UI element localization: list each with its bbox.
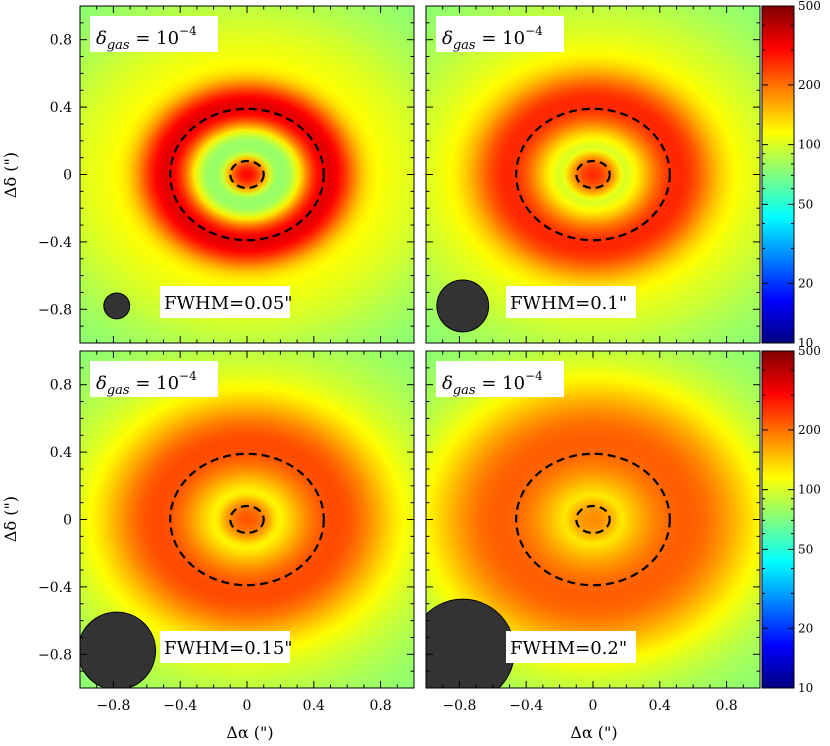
svg-text:FWHM=0.1": FWHM=0.1" [510, 293, 627, 314]
fwhm-label: FWHM=0.15" [160, 631, 293, 663]
y-tick-label: −0.8 [38, 647, 72, 663]
gas-annotation: δgas = 10−4 [90, 16, 218, 53]
x-tick-label: 0.8 [369, 698, 391, 714]
x-tick-label: −0.8 [96, 698, 130, 714]
y-axis-title-bottom: Δδ (") [1, 496, 20, 542]
inner-contour [229, 159, 265, 190]
y-tick-label: 0 [63, 513, 72, 529]
panel-4: δgas = 10−4 FWHM=0.2" [426, 351, 760, 688]
panel-1-axes: 0.8 0.4 0 −0.4 −0.8 [38, 5, 415, 344]
x-tick-label: 0.4 [303, 698, 325, 714]
panel-2: δgas = 10−4 FWHM=0.1" [426, 6, 760, 343]
colorbar-tick-label: 500 [798, 0, 821, 13]
panel-1: δgas = 10−4 FWHM=0.05" [80, 6, 414, 343]
svg-text:δgas = 10−4: δgas = 10−4 [96, 24, 197, 53]
outer-contour [169, 452, 325, 587]
inner-contour [229, 504, 265, 535]
colorbar-tick-label: 10 [798, 336, 813, 350]
colorbar-tick-label: 200 [798, 78, 821, 92]
panel-3-axes: 0.8 0.4 0 −0.4 −0.8 −0.8 −0.4 0 0.4 0.8 [38, 350, 415, 714]
colorbar-tick-label: 200 [798, 423, 821, 437]
panels-layer: δgas = 10−4 FWHM=0.05" δgas = 10−4 FWHM=0.1… [80, 6, 760, 688]
fwhm-label: FWHM=0.1" [506, 286, 636, 318]
y-axis-title-top: Δδ (") [1, 152, 20, 198]
fwhm-label: FWHM=0.05" [160, 286, 293, 318]
colorbar-2: 500 200 100 50 20 10 [761, 344, 821, 695]
svg-text:δgas = 10−4: δgas = 10−4 [442, 369, 543, 398]
beam-ellipse [103, 292, 131, 320]
fwhm-label: FWHM=0.2" [506, 631, 636, 663]
colorbar-tick-label: 100 [798, 138, 821, 152]
y-tick-label: 0.4 [50, 445, 72, 461]
outer-contour [169, 107, 325, 242]
colorbar-tick-label: 10 [798, 681, 813, 695]
beam-ellipse [436, 279, 490, 333]
x-tick-label: 0 [589, 698, 598, 714]
colorbar-tick-label: 500 [798, 344, 821, 358]
x-tick-label: 0.4 [649, 698, 671, 714]
y-tick-label: 0 [63, 168, 72, 184]
x-tick-label: 0.8 [715, 698, 737, 714]
colorbar-gradient [761, 350, 795, 689]
axes-layer: 0.80.40−0.4−0.80.80.40−0.4−0.8−0.8 −0.4 0 0… [38, 5, 761, 714]
outer-contour [515, 107, 671, 242]
x-tick-label: −0.4 [509, 698, 543, 714]
svg-text:FWHM=0.05": FWHM=0.05" [164, 293, 293, 314]
inner-contour [575, 504, 611, 535]
y-tick-label: 0.4 [50, 100, 72, 116]
svg-text:FWHM=0.2": FWHM=0.2" [510, 638, 627, 659]
colorbar-1: 500 200 100 50 20 10 [761, 0, 821, 350]
x-axis-title-left: Δα (") [226, 723, 273, 742]
colorbar-tick-label: 20 [798, 276, 813, 290]
outer-contour [515, 452, 671, 587]
colorbar-tick-label: 100 [798, 483, 821, 497]
panel-2-axes [425, 5, 761, 344]
y-tick-label: −0.4 [38, 580, 72, 596]
y-tick-label: −0.8 [38, 302, 72, 318]
inner-contour [575, 159, 611, 190]
svg-text:FWHM=0.15": FWHM=0.15" [164, 638, 293, 659]
panel-3: δgas = 10−4 FWHM=0.15" [80, 351, 414, 688]
beam-ellipse [80, 611, 157, 688]
colorbar-tick-label: 50 [798, 542, 813, 556]
x-tick-label: 0 [243, 698, 252, 714]
colorbar-tick-label: 20 [798, 621, 813, 635]
beam-ellipse [426, 598, 515, 688]
colorbar-gradient [761, 5, 795, 344]
x-tick-label: −0.4 [163, 698, 197, 714]
panel-4-axes: −0.8 −0.4 0 0.4 0.8 [425, 350, 761, 714]
svg-text:δgas = 10−4: δgas = 10−4 [442, 24, 543, 53]
gas-annotation: δgas = 10−4 [90, 361, 218, 398]
x-tick-label: −0.8 [442, 698, 476, 714]
y-tick-label: 0.8 [50, 378, 72, 394]
colorbar-tick-label: 50 [798, 197, 813, 211]
y-tick-label: 0.8 [50, 33, 72, 49]
gas-annotation: δgas = 10−4 [436, 361, 564, 398]
y-tick-label: −0.4 [38, 235, 72, 251]
svg-text:δgas = 10−4: δgas = 10−4 [96, 369, 197, 398]
x-axis-title-right: Δα (") [570, 723, 617, 742]
gas-annotation: δgas = 10−4 [436, 16, 564, 53]
